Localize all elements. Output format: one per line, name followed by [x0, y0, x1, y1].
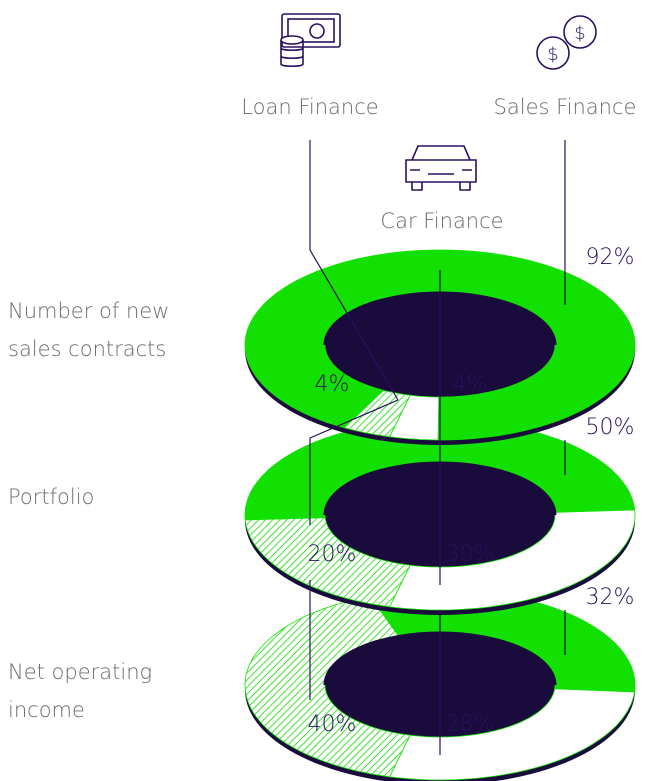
- row-label: Portfolio: [8, 485, 95, 509]
- icon-glyph: $: [574, 23, 585, 44]
- icons: [280, 13, 597, 191]
- row-label: Net operating income: [8, 660, 153, 722]
- leader-lines: [309, 140, 566, 755]
- rings: [244, 249, 636, 781]
- value-label: 92%: [586, 245, 635, 270]
- value-label: 40%: [308, 712, 357, 737]
- value-label: 32%: [586, 585, 635, 610]
- row-label: Number of new sales contracts: [8, 299, 170, 361]
- header: Sales Finance: [494, 95, 637, 119]
- value-label: 4%: [453, 372, 488, 397]
- value-label: 50%: [586, 415, 635, 440]
- icon-glyph: $: [547, 44, 558, 65]
- segment: [244, 517, 411, 608]
- value-label: 4%: [315, 372, 350, 397]
- value-label: 20%: [308, 542, 357, 567]
- value-label: 28%: [446, 712, 495, 737]
- header: Loan Finance: [241, 95, 378, 119]
- value-label: 30%: [446, 542, 495, 567]
- header: Car Finance: [380, 209, 503, 233]
